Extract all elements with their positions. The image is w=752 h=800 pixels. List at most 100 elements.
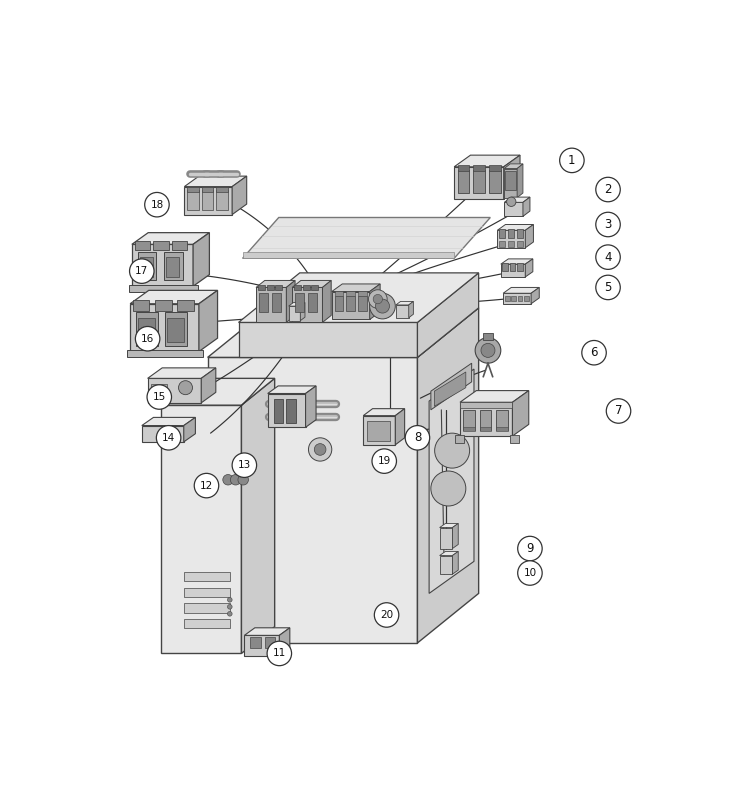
- Polygon shape: [440, 555, 453, 574]
- Polygon shape: [523, 197, 530, 216]
- Bar: [508, 241, 514, 246]
- Bar: [517, 263, 523, 271]
- Bar: [524, 295, 529, 302]
- Bar: [138, 253, 156, 281]
- Bar: [499, 229, 505, 238]
- Circle shape: [267, 641, 292, 666]
- Polygon shape: [497, 225, 533, 230]
- Polygon shape: [435, 372, 465, 406]
- Bar: [311, 285, 318, 290]
- Polygon shape: [147, 368, 216, 378]
- Circle shape: [230, 474, 241, 485]
- Circle shape: [507, 197, 516, 206]
- Polygon shape: [417, 308, 479, 643]
- Bar: [517, 229, 523, 238]
- Polygon shape: [132, 233, 209, 244]
- Bar: [168, 318, 183, 342]
- Polygon shape: [460, 390, 529, 402]
- Circle shape: [405, 426, 429, 450]
- Bar: [458, 170, 469, 193]
- Polygon shape: [525, 225, 533, 248]
- Polygon shape: [130, 304, 199, 351]
- Polygon shape: [289, 306, 300, 321]
- Bar: [287, 399, 296, 422]
- Bar: [184, 587, 230, 597]
- Bar: [164, 253, 183, 281]
- Bar: [138, 318, 155, 342]
- Circle shape: [375, 299, 390, 313]
- Bar: [217, 186, 228, 193]
- Polygon shape: [525, 259, 533, 277]
- Text: 8: 8: [414, 431, 421, 444]
- Bar: [517, 241, 523, 246]
- Circle shape: [147, 385, 171, 410]
- Bar: [140, 257, 153, 277]
- Text: 7: 7: [615, 405, 622, 418]
- Bar: [505, 295, 510, 302]
- Bar: [474, 165, 485, 171]
- Text: 12: 12: [200, 481, 213, 490]
- Polygon shape: [440, 551, 458, 555]
- Bar: [187, 190, 199, 210]
- Polygon shape: [503, 287, 539, 294]
- Bar: [502, 263, 508, 271]
- Polygon shape: [202, 368, 216, 403]
- Polygon shape: [505, 169, 517, 198]
- Polygon shape: [184, 176, 247, 186]
- Bar: [367, 421, 390, 442]
- Polygon shape: [238, 273, 479, 322]
- Circle shape: [481, 343, 495, 358]
- Polygon shape: [300, 302, 305, 321]
- Polygon shape: [431, 363, 472, 410]
- Polygon shape: [287, 281, 295, 322]
- Polygon shape: [268, 394, 305, 427]
- Polygon shape: [241, 378, 274, 654]
- Polygon shape: [517, 164, 523, 198]
- Bar: [463, 426, 475, 431]
- Circle shape: [178, 381, 193, 394]
- Polygon shape: [323, 281, 331, 322]
- Bar: [456, 435, 464, 443]
- Circle shape: [596, 275, 620, 300]
- Bar: [335, 296, 344, 310]
- Polygon shape: [208, 308, 479, 358]
- Bar: [259, 294, 268, 312]
- Text: 18: 18: [150, 200, 164, 210]
- Polygon shape: [363, 416, 396, 445]
- Bar: [184, 603, 230, 613]
- Bar: [480, 410, 492, 430]
- Bar: [184, 572, 230, 581]
- Circle shape: [227, 611, 232, 616]
- Bar: [127, 350, 203, 358]
- Polygon shape: [268, 386, 316, 394]
- Text: 3: 3: [605, 218, 611, 231]
- Bar: [129, 285, 198, 292]
- Polygon shape: [244, 635, 279, 656]
- Circle shape: [129, 259, 154, 283]
- Polygon shape: [142, 418, 196, 426]
- Text: 6: 6: [590, 346, 598, 359]
- Text: 4: 4: [605, 250, 612, 264]
- Polygon shape: [193, 233, 209, 286]
- Polygon shape: [293, 287, 323, 322]
- Text: 13: 13: [238, 460, 251, 470]
- Circle shape: [144, 193, 169, 217]
- Bar: [508, 229, 514, 238]
- Text: 11: 11: [273, 649, 286, 658]
- Polygon shape: [293, 281, 331, 287]
- Circle shape: [314, 444, 326, 455]
- Bar: [202, 190, 214, 210]
- Bar: [184, 619, 230, 628]
- Circle shape: [559, 148, 584, 173]
- Circle shape: [475, 338, 501, 363]
- Bar: [499, 241, 505, 246]
- Circle shape: [582, 341, 606, 365]
- Polygon shape: [183, 418, 196, 442]
- Circle shape: [435, 433, 469, 468]
- Bar: [294, 285, 301, 290]
- Bar: [489, 165, 501, 171]
- Polygon shape: [505, 197, 530, 202]
- Bar: [358, 296, 367, 310]
- Circle shape: [517, 561, 542, 586]
- Text: 15: 15: [153, 392, 166, 402]
